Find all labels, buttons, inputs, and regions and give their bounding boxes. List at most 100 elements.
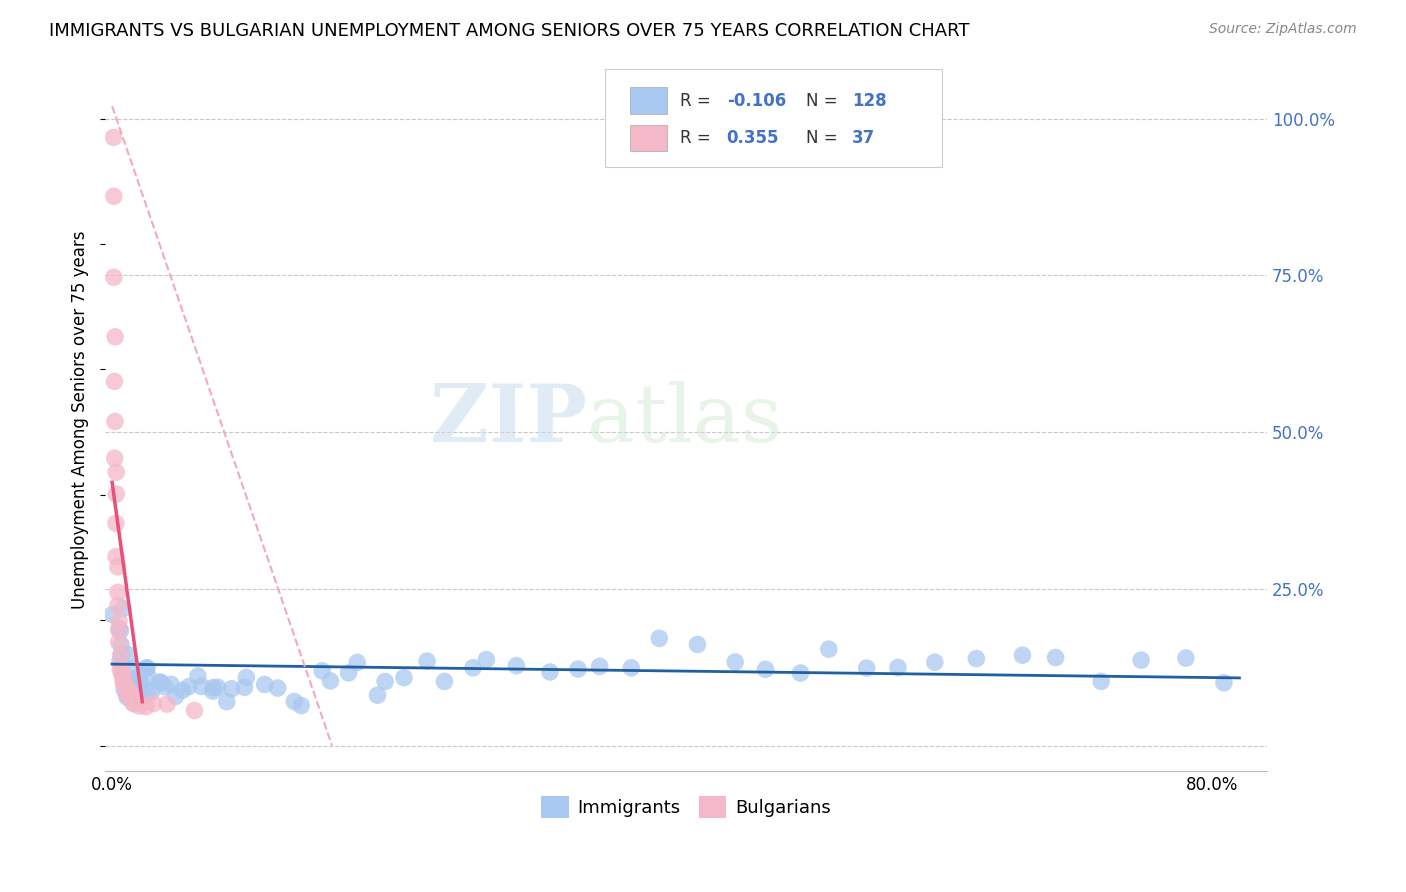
Point: [103, 130, 125, 145]
Point: [202, 681, 225, 695]
Point: [207, 680, 229, 694]
Bar: [630, 87, 668, 114]
Point: [754, 662, 776, 676]
Point: [153, 680, 176, 694]
Point: [104, 330, 127, 344]
Text: -0.106: -0.106: [727, 92, 786, 110]
Point: [149, 675, 172, 690]
FancyBboxPatch shape: [605, 69, 942, 167]
Point: [190, 680, 212, 694]
Point: [392, 671, 415, 685]
Point: [112, 682, 135, 697]
Point: [125, 675, 148, 690]
Point: [127, 690, 149, 704]
Point: [266, 681, 288, 695]
Point: [201, 684, 224, 698]
Point: [107, 635, 129, 649]
Point: [1045, 650, 1067, 665]
Text: IMMIGRANTS VS BULGARIAN UNEMPLOYMENT AMONG SENIORS OVER 75 YEARS CORRELATION CHA: IMMIGRANTS VS BULGARIAN UNEMPLOYMENT AMO…: [49, 22, 970, 40]
Point: [374, 674, 396, 689]
Point: [311, 664, 333, 678]
Point: [112, 675, 135, 690]
Point: [221, 681, 243, 696]
Point: [160, 677, 183, 691]
Point: [290, 698, 312, 713]
Point: [148, 675, 170, 690]
Point: [346, 656, 368, 670]
Point: [103, 270, 125, 285]
Point: [135, 661, 157, 675]
Point: [112, 670, 135, 684]
Point: [104, 516, 127, 531]
Point: [112, 676, 135, 690]
Point: [101, 607, 124, 622]
Point: [1174, 651, 1197, 665]
Point: [136, 670, 159, 684]
Point: [115, 687, 138, 701]
Point: [1011, 648, 1033, 663]
Y-axis label: Unemployment Among Seniors over 75 years: Unemployment Among Seniors over 75 years: [72, 230, 89, 609]
Point: [108, 621, 131, 635]
Point: [127, 671, 149, 685]
Point: [105, 487, 128, 501]
Point: [648, 632, 671, 646]
Text: atlas: atlas: [588, 381, 782, 458]
Point: [172, 683, 194, 698]
Point: [112, 601, 135, 615]
Point: [107, 585, 129, 599]
Point: [110, 638, 132, 652]
Point: [104, 451, 127, 466]
Point: [110, 662, 132, 676]
Text: R =: R =: [681, 129, 716, 147]
Point: [233, 681, 256, 695]
Point: [142, 697, 165, 711]
Point: [105, 549, 128, 564]
Point: [129, 676, 152, 690]
Point: [120, 686, 142, 700]
Point: [588, 659, 610, 673]
Point: [120, 689, 142, 703]
Text: N =: N =: [806, 129, 842, 147]
Text: N =: N =: [806, 92, 842, 110]
Point: [283, 694, 305, 708]
Point: [416, 654, 439, 668]
Point: [121, 696, 143, 710]
Point: [135, 699, 157, 714]
Point: [103, 189, 125, 203]
Point: [789, 666, 811, 681]
Point: [105, 465, 128, 479]
Point: [724, 655, 747, 669]
Text: ZIP: ZIP: [430, 381, 588, 458]
Point: [620, 661, 643, 675]
Point: [110, 624, 132, 638]
Point: [156, 697, 179, 711]
Point: [1213, 675, 1236, 690]
Legend: Immigrants, Bulgarians: Immigrants, Bulgarians: [534, 789, 838, 825]
Point: [108, 663, 131, 677]
Point: [177, 680, 200, 694]
Point: [112, 671, 135, 685]
Text: Source: ZipAtlas.com: Source: ZipAtlas.com: [1209, 22, 1357, 37]
Point: [128, 698, 150, 713]
Point: [128, 673, 150, 688]
Point: [235, 671, 257, 685]
Point: [108, 614, 131, 628]
Point: [461, 661, 484, 675]
Point: [253, 677, 276, 691]
Point: [567, 662, 589, 676]
Point: [107, 599, 129, 613]
Point: [122, 697, 145, 711]
Point: [855, 661, 877, 675]
Point: [136, 687, 159, 701]
Point: [337, 665, 360, 680]
Point: [107, 559, 129, 574]
Point: [111, 668, 134, 682]
Point: [125, 694, 148, 708]
Point: [433, 674, 456, 689]
Point: [165, 690, 187, 704]
Point: [115, 680, 138, 694]
Point: [104, 414, 127, 428]
Point: [538, 665, 561, 679]
Point: [475, 652, 498, 666]
Point: [686, 638, 709, 652]
